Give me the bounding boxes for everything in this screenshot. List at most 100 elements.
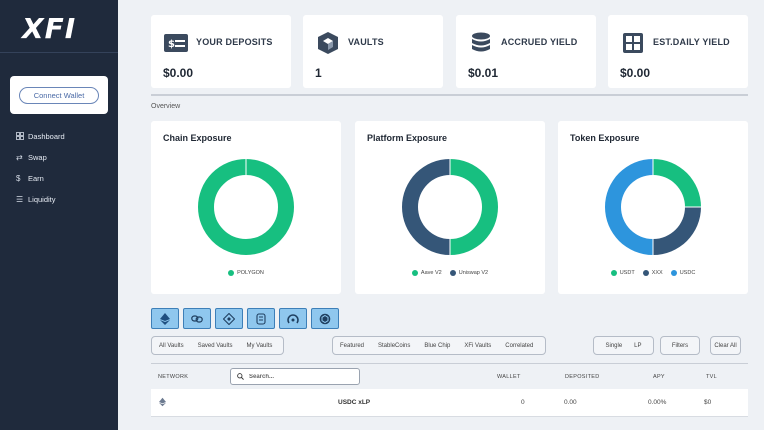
- vault-wallet: 0: [521, 399, 525, 406]
- chart-title: Token Exposure: [570, 133, 640, 143]
- legend-item[interactable]: Uniswap V2: [449, 270, 489, 276]
- chart-title: Platform Exposure: [367, 133, 448, 143]
- filters-button[interactable]: Filters: [660, 336, 700, 355]
- legend-label: POLYGON: [237, 270, 264, 276]
- wallet-icon: [256, 312, 266, 325]
- chain-filter-wallet[interactable]: [247, 308, 275, 329]
- sidebar-item-swap[interactable]: ⇄ Swap: [16, 147, 65, 168]
- legend-item[interactable]: POLYGON: [228, 270, 264, 276]
- column-network[interactable]: NETWORK: [158, 374, 189, 380]
- legend-item[interactable]: XXX: [642, 270, 663, 276]
- chain-filter-binance[interactable]: [215, 308, 243, 329]
- filter-correlated[interactable]: Correlated: [505, 342, 534, 349]
- legend-label: XXX: [651, 270, 663, 276]
- chart-title: Chain Exposure: [163, 133, 232, 143]
- overview-label: Overview: [151, 103, 181, 110]
- donut-slice-xxx[interactable]: [653, 207, 701, 255]
- column-apy[interactable]: APY: [653, 374, 665, 380]
- donut-slice-polygon[interactable]: [198, 159, 294, 255]
- stat-label: ACCRUED YIELD: [501, 37, 578, 47]
- sidebar-item-earn[interactable]: $ Earn: [16, 168, 65, 189]
- xfi-logo[interactable]: XFI: [22, 12, 77, 45]
- swap-arrows-icon: ⇄: [16, 153, 23, 162]
- table-row[interactable]: USDC xLP 0 0.00 0.00% $0: [151, 389, 748, 417]
- filter-xfi-vaults[interactable]: XFi Vaults: [464, 342, 492, 349]
- donut-slice-uniswap-v2[interactable]: [402, 159, 450, 255]
- overview-divider: [151, 94, 748, 96]
- vault-table-header: NETWORK WALLET DEPOSITED APY TVL: [151, 363, 748, 389]
- filter-stablecoins[interactable]: StableCoins: [378, 342, 411, 349]
- legend-label: Uniswap V2: [458, 270, 489, 276]
- legend-label: USDC: [679, 270, 696, 276]
- chain-filter-link[interactable]: [183, 308, 211, 329]
- stat-value: $0.00: [163, 66, 194, 80]
- legend-item[interactable]: USDC: [670, 270, 696, 276]
- connect-wallet-panel: Connect Wallet: [10, 76, 108, 114]
- grid-icon: [16, 131, 27, 142]
- sidebar-item-dashboard[interactable]: Dashboard: [16, 126, 65, 147]
- chain-filter-polygon[interactable]: [311, 308, 339, 329]
- legend-label: USDT: [619, 270, 635, 276]
- chain-filter-fantom[interactable]: [279, 308, 307, 329]
- legend-label: Aave V2: [420, 270, 442, 276]
- filter-all-vaults[interactable]: All Vaults: [159, 342, 184, 349]
- filter-lp[interactable]: LP: [634, 342, 642, 349]
- legend-dot: [449, 270, 456, 276]
- legend-item[interactable]: USDT: [610, 270, 635, 276]
- token-exposure-donut: [605, 159, 701, 255]
- legend-dot: [610, 270, 617, 276]
- search-input[interactable]: [249, 373, 349, 380]
- sidebar-item-liquidity[interactable]: ☰ Liquidity: [16, 189, 65, 210]
- chain-exposure-card: Chain Exposure POLYGON: [151, 121, 341, 294]
- sidebar-nav: Dashboard ⇄ Swap $ Earn ☰ Liquidity: [16, 126, 65, 210]
- fantom-icon: [287, 313, 299, 323]
- donut-slice-usdc[interactable]: [605, 159, 653, 255]
- daily-yield-card: EST.DAILY YIELD $0.00: [608, 15, 748, 88]
- link-chain-icon: [191, 314, 203, 323]
- stat-value: 1: [315, 66, 322, 80]
- vault-search-box[interactable]: [230, 368, 360, 385]
- vault-type-filter: Single LP: [593, 336, 654, 355]
- column-deposited[interactable]: DEPOSITED: [565, 374, 600, 380]
- filter-featured[interactable]: Featured: [340, 342, 365, 349]
- chain-filter-ethereum[interactable]: [151, 308, 179, 329]
- legend-dot: [228, 270, 235, 276]
- chart-legend: POLYGON: [151, 270, 341, 276]
- vault-deposited: 0.00: [564, 399, 577, 406]
- stat-label: EST.DAILY YIELD: [653, 37, 730, 47]
- polygon-icon: [319, 313, 331, 324]
- svg-text:$: $: [168, 39, 175, 50]
- legend-item[interactable]: Aave V2: [411, 270, 442, 276]
- deposit-card-icon: $: [163, 30, 189, 56]
- donut-slice-usdt[interactable]: [653, 159, 701, 207]
- calculator-icon: [620, 30, 646, 56]
- binance-icon: [223, 312, 235, 325]
- vault-scope-filter: All Vaults Saved Vaults My Vaults: [151, 336, 284, 355]
- sidebar-divider: [0, 52, 118, 53]
- clear-all-button[interactable]: Clear All: [710, 336, 741, 355]
- platform-exposure-donut: [402, 159, 498, 255]
- vault-category-filter: Featured StableCoins Blue Chip XFi Vault…: [332, 336, 546, 355]
- filter-single[interactable]: Single: [605, 342, 623, 349]
- column-tvl[interactable]: TVL: [706, 374, 717, 380]
- ethereum-icon: [160, 312, 170, 325]
- connect-wallet-button[interactable]: Connect Wallet: [19, 87, 99, 104]
- sidebar-item-label: Swap: [28, 153, 47, 162]
- chain-exposure-donut: [198, 159, 294, 255]
- legend-dot: [411, 270, 418, 276]
- clear-all-label: Clear All: [714, 342, 737, 349]
- coin-stack-icon: [468, 30, 494, 56]
- donut-slice-aave-v2[interactable]: [450, 159, 498, 255]
- filter-my-vaults[interactable]: My Vaults: [246, 342, 273, 349]
- legend-dot: [670, 270, 677, 276]
- search-icon: [237, 373, 244, 380]
- column-wallet[interactable]: WALLET: [497, 374, 521, 380]
- filter-saved-vaults[interactable]: Saved Vaults: [197, 342, 233, 349]
- platform-exposure-card: Platform Exposure Aave V2 Uniswap V2: [355, 121, 545, 294]
- sidebar-item-label: Dashboard: [28, 132, 65, 141]
- legend-dot: [642, 270, 649, 276]
- vaults-card: VAULTS 1: [303, 15, 443, 88]
- sidebar-item-label: Liquidity: [28, 195, 56, 204]
- accrued-yield-card: ACCRUED YIELD $0.01: [456, 15, 596, 88]
- filter-blue-chip[interactable]: Blue Chip: [424, 342, 451, 349]
